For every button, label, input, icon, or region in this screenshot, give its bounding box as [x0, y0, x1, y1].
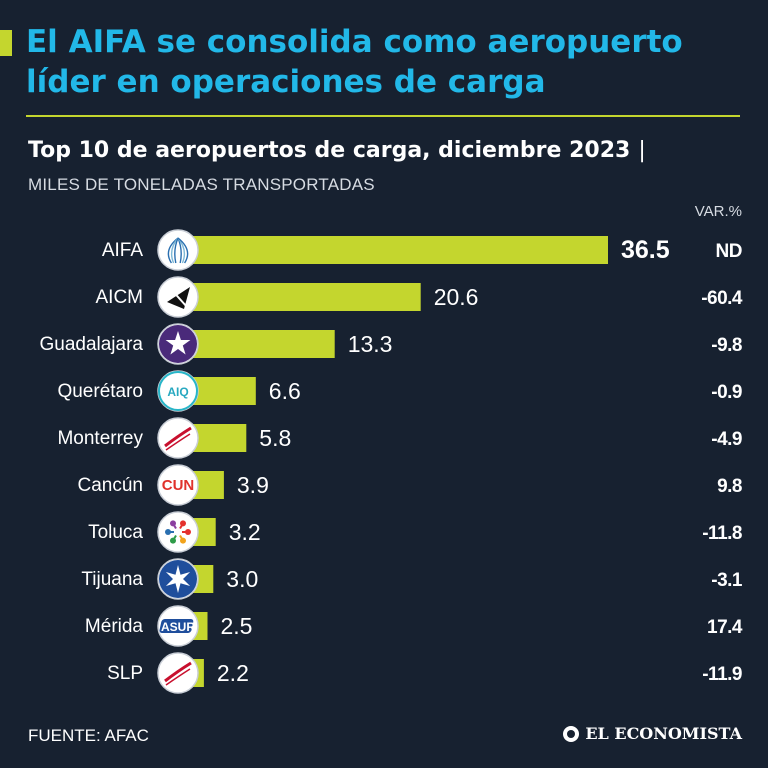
bar-row-6: Toluca 3.2 -11.8 [88, 511, 743, 553]
logo-text: CUN [162, 477, 195, 494]
bar-row-2: Guadalajara 13.3 -9.8 [39, 323, 743, 365]
logo-swoosh [165, 433, 191, 451]
logo-stroke [179, 534, 183, 540]
category-label: AICM [96, 287, 144, 308]
variation-value: -11.9 [702, 664, 742, 685]
logo-wing-stroke [177, 237, 189, 264]
monterrey-logo-icon [157, 417, 199, 459]
brand-name: EL ECONOMISTA [585, 724, 742, 743]
aifa-logo-icon [157, 229, 199, 271]
value-label: 6.6 [269, 378, 301, 404]
guadalajara-logo-icon [157, 323, 199, 365]
bar-row-5: Cancún CUN 3.9 9.8 [78, 464, 743, 506]
logo-fill [159, 619, 194, 633]
logo-star [165, 331, 191, 355]
logo-stroke [173, 524, 177, 530]
value-label: 3.2 [229, 519, 261, 545]
headline-divider [26, 115, 740, 117]
variation-value: ND [716, 241, 742, 262]
aicm-logo-icon [157, 276, 199, 318]
bar-row-3: Querétaro AIQ 6.6 -0.9 [57, 370, 743, 412]
category-label: AIFA [102, 240, 144, 261]
value-label: 13.3 [348, 331, 393, 357]
logo-dot [185, 529, 191, 535]
logo-text: AIQ [167, 385, 188, 399]
category-label: Mérida [85, 616, 144, 637]
logo-swoosh [164, 426, 192, 448]
logo-stroke [179, 524, 183, 530]
bar-row-1: AICM 20.6 -60.4 [96, 276, 743, 318]
variation-value: -9.8 [711, 335, 742, 356]
source-note: FUENTE: AFAC [28, 726, 149, 745]
bar-row-7: Tijuana 3.0 -3.1 [81, 558, 743, 600]
value-label: 20.6 [434, 284, 479, 310]
logo-dot [165, 529, 171, 535]
logo-swoosh [165, 668, 191, 686]
logo-circle [157, 464, 199, 506]
units-label: MILES DE TONELADAS TRANSPORTADAS [28, 175, 375, 194]
value-label: 2.5 [221, 613, 253, 639]
subtitle-separator: | [638, 138, 646, 163]
category-label: Monterrey [57, 428, 143, 449]
bar-row-4: Monterrey 5.8 -4.9 [57, 417, 743, 459]
value-label: 36.5 [621, 236, 670, 264]
logo-star [165, 565, 191, 593]
variation-value: 17.4 [707, 617, 743, 638]
headline: El AIFA se consolida como aeropuerto líd… [26, 24, 683, 100]
logo-circle [157, 511, 199, 553]
variation-value: -11.8 [702, 523, 742, 544]
merida-logo-icon: ASUR [157, 605, 199, 647]
bar-row-8: Mérida ASUR 2.5 17.4 [85, 605, 743, 647]
bar [178, 283, 421, 311]
chart-subtitle: Top 10 de aeropuertos de carga, diciembr… [28, 138, 646, 163]
logo-circle [157, 229, 199, 271]
logo-stroke [169, 287, 188, 308]
bar [178, 330, 335, 358]
value-label: 3.9 [237, 472, 269, 498]
variation-value: 9.8 [717, 476, 742, 497]
chart-subtitle-text: Top 10 de aeropuertos de carga, diciembr… [28, 138, 631, 163]
logo-stroke [173, 534, 177, 540]
brand-mark-icon [563, 725, 580, 742]
headline-accent-bar [0, 30, 12, 56]
value-label: 2.2 [217, 660, 249, 686]
logo-text: ASUR [161, 620, 195, 634]
toluca-logo-icon [157, 511, 199, 553]
bar-row-0: AIFA 36.5 ND [102, 229, 743, 271]
variation-header: VAR.% [694, 203, 742, 220]
variation-value: -60.4 [701, 288, 743, 309]
variation-value: -0.9 [711, 382, 742, 403]
category-label: Querétaro [57, 381, 143, 402]
bar [178, 236, 608, 264]
variation-value: -3.1 [711, 570, 743, 591]
slp-logo-icon [157, 652, 199, 694]
queretaro-logo-icon: AIQ [157, 370, 199, 412]
variation-value: -4.9 [711, 429, 742, 450]
logo-ring [158, 371, 198, 411]
category-label: Tijuana [81, 569, 143, 590]
tijuana-logo-icon [157, 558, 199, 600]
logo-wing-stroke [174, 237, 179, 264]
cancun-logo-icon: CUN [157, 464, 199, 506]
value-label: 5.8 [259, 425, 291, 451]
category-label: Toluca [88, 522, 143, 543]
category-label: Cancún [78, 475, 144, 496]
logo-swoosh [164, 661, 192, 683]
category-label: SLP [107, 663, 143, 684]
category-label: Guadalajara [39, 334, 143, 355]
value-label: 3.0 [226, 566, 258, 592]
brand-logo: EL ECONOMISTA [563, 724, 742, 743]
bar-row-9: SLP 2.2 -11.9 [107, 652, 743, 694]
